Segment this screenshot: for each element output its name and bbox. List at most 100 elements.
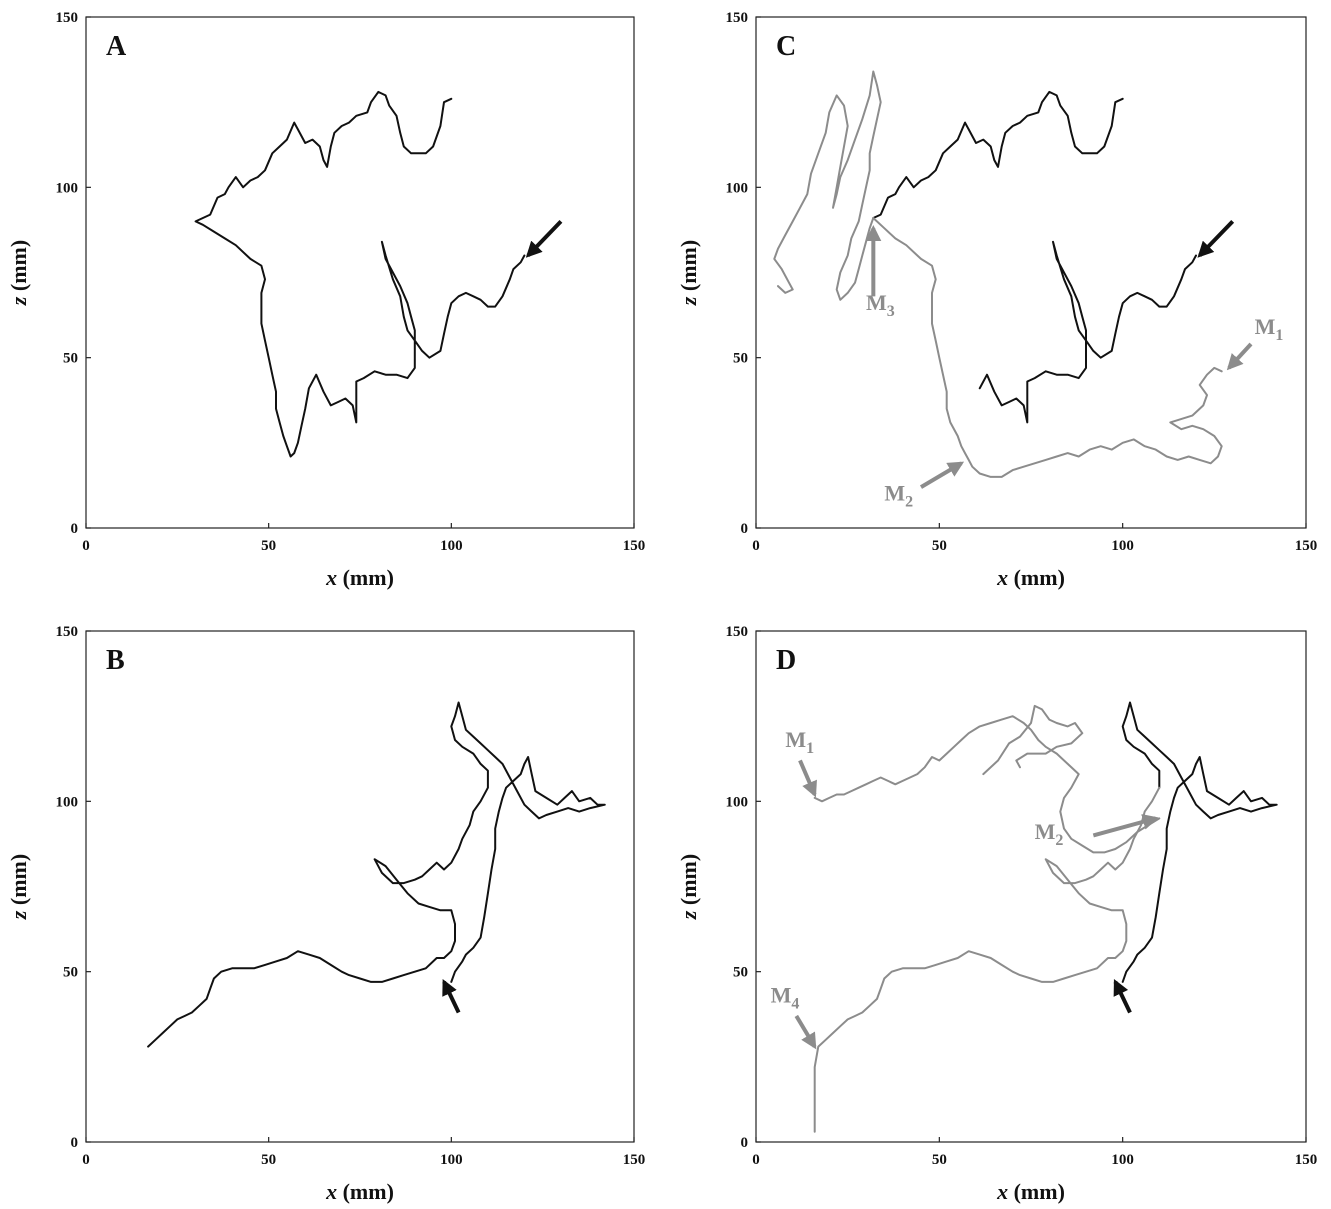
x-tick-label: 100: [440, 1152, 463, 1168]
marker-label: M2: [1035, 819, 1064, 849]
panel-letter: D: [776, 645, 796, 676]
x-tick-label: 50: [932, 1152, 947, 1168]
pointer-arrow: [798, 759, 817, 798]
x-axis-variable: x: [325, 565, 337, 590]
marker-subscript: 3: [887, 303, 895, 320]
y-axis-unit: (mm): [6, 854, 31, 911]
marker-letter: M: [1035, 819, 1056, 844]
marker-label: M1: [1255, 314, 1284, 344]
plot-frame: [85, 16, 635, 529]
pointer-arrow: [1197, 220, 1235, 258]
y-axis-unit: (mm): [6, 240, 31, 297]
x-tick-label: 150: [623, 1152, 646, 1168]
y-tick-label: 150: [726, 10, 749, 26]
pointer-arrow: [1092, 814, 1159, 838]
y-tick-label: 50: [63, 351, 78, 367]
y-tick-label: 0: [741, 521, 749, 537]
plot-frame: [755, 630, 1307, 1143]
marker-letter: M: [785, 727, 806, 752]
x-tick-label: 150: [623, 538, 646, 554]
pointer-arrow: [1113, 978, 1132, 1014]
marker-subscript: 4: [791, 995, 799, 1012]
y-axis-unit: (mm): [676, 854, 701, 911]
y-tick-label: 0: [741, 1135, 749, 1151]
y-tick-label: 50: [63, 965, 78, 981]
marker-letter: M: [771, 982, 792, 1007]
black-trajectory-line: [194, 90, 526, 458]
y-tick-label: 150: [56, 10, 79, 26]
x-axis-variable: x: [996, 1179, 1008, 1204]
pointer-arrow: [1226, 342, 1253, 371]
x-tick-label: 150: [1295, 538, 1318, 554]
x-tick-label: 100: [1111, 1152, 1134, 1168]
pointer-arrow: [919, 461, 965, 489]
marker-label: M4: [771, 982, 800, 1012]
marker-subscript: 1: [1275, 327, 1283, 344]
y-tick-label: 50: [733, 351, 748, 367]
x-axis-unit: (mm): [337, 565, 394, 590]
black-trajectory-line: [147, 701, 606, 1048]
gray-trajectory-line: [813, 786, 1161, 1133]
x-tick-label: 0: [82, 538, 90, 554]
pointer-arrow: [794, 1014, 817, 1050]
marker-label: M3: [866, 290, 895, 320]
x-tick-label: 0: [82, 1152, 90, 1168]
marker-letter: M: [1255, 314, 1276, 339]
x-tick-label: 50: [932, 538, 947, 554]
black-trajectory-line: [872, 90, 1124, 219]
x-axis-title: x (mm): [996, 1179, 1065, 1204]
plot-frame: [755, 16, 1307, 529]
y-axis-variable: z: [676, 910, 701, 920]
panel-letter: A: [106, 31, 127, 62]
y-axis-title: z (mm): [6, 854, 31, 920]
marker-subscript: 1: [806, 740, 814, 757]
y-axis-variable: z: [6, 910, 31, 920]
y-axis-variable: z: [676, 296, 701, 306]
x-tick-label: 100: [1111, 538, 1134, 554]
y-axis-unit: (mm): [676, 240, 701, 297]
panel-letter: B: [106, 645, 125, 676]
x-axis-unit: (mm): [1008, 565, 1065, 590]
y-axis-title: z (mm): [6, 240, 31, 306]
x-axis-variable: x: [325, 1179, 337, 1204]
y-tick-label: 0: [71, 1135, 79, 1151]
y-tick-label: 150: [56, 624, 79, 640]
x-axis-title: x (mm): [325, 565, 394, 590]
x-tick-label: 150: [1295, 1152, 1318, 1168]
marker-label: M1: [785, 727, 814, 757]
gray-trajectory-line: [813, 715, 1161, 854]
y-axis-title: z (mm): [676, 240, 701, 306]
y-tick-label: 100: [726, 794, 749, 810]
y-tick-label: 100: [56, 180, 79, 196]
x-axis-unit: (mm): [337, 1179, 394, 1204]
x-tick-label: 100: [440, 538, 463, 554]
x-tick-label: 50: [261, 1152, 276, 1168]
x-tick-label: 0: [752, 538, 760, 554]
y-tick-label: 100: [726, 180, 749, 196]
y-tick-label: 100: [56, 794, 79, 810]
x-tick-label: 0: [752, 1152, 760, 1168]
marker-letter: M: [884, 481, 905, 506]
x-axis-title: x (mm): [325, 1179, 394, 1204]
plot-frame: [85, 630, 635, 1143]
x-axis-unit: (mm): [1008, 1179, 1065, 1204]
marker-label: M2: [884, 481, 913, 511]
y-axis-title: z (mm): [676, 854, 701, 920]
y-tick-label: 0: [71, 521, 79, 537]
x-axis-variable: x: [996, 565, 1008, 590]
y-tick-label: 50: [733, 965, 748, 981]
y-tick-label: 150: [726, 624, 749, 640]
gray-trajectory-line: [982, 704, 1084, 776]
pointer-arrow: [525, 220, 563, 258]
x-tick-label: 50: [261, 538, 276, 554]
black-trajectory-line: [1121, 701, 1278, 983]
pointer-arrow: [442, 978, 461, 1014]
x-axis-title: x (mm): [996, 565, 1065, 590]
black-trajectory-line: [978, 240, 1197, 424]
marker-letter: M: [866, 290, 887, 315]
marker-subscript: 2: [905, 494, 913, 511]
